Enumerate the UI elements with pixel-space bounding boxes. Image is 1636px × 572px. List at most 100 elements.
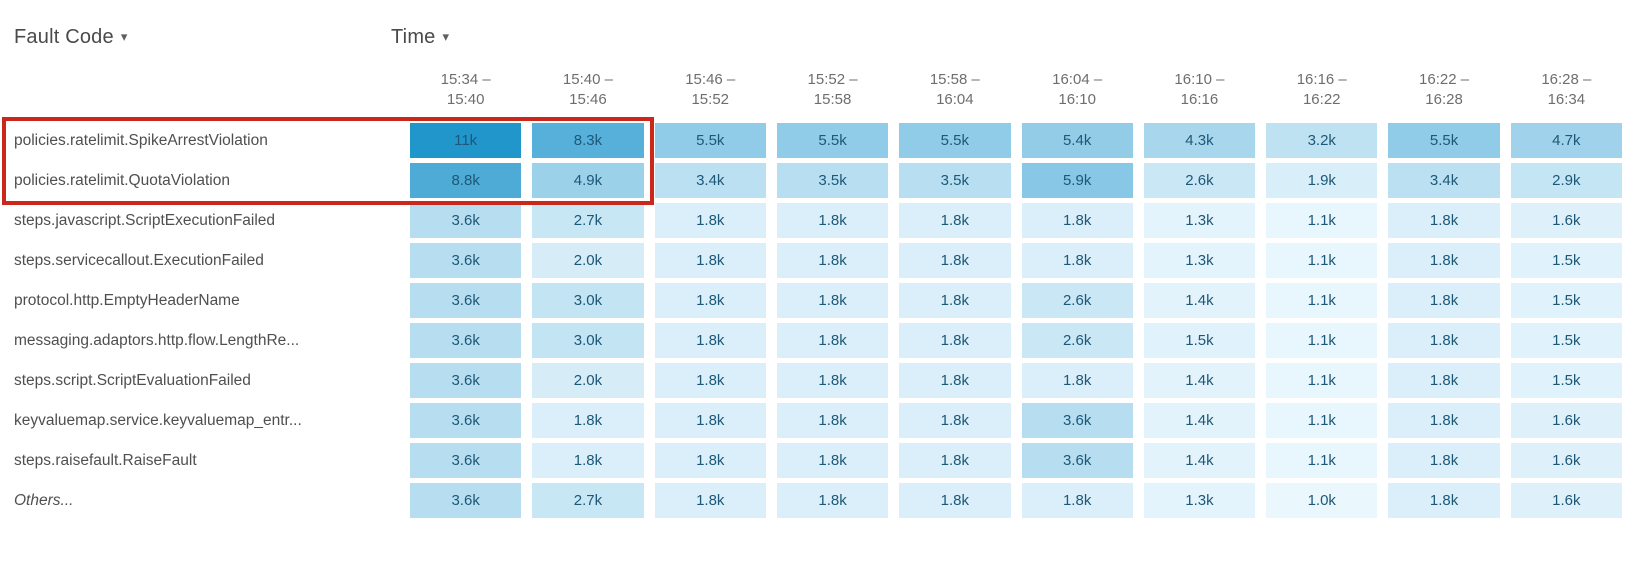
heatmap-cell[interactable]: 1.5k [1510, 323, 1622, 358]
heatmap-cell[interactable]: 1.8k [654, 363, 766, 398]
heatmap-cell[interactable]: 1.8k [1021, 203, 1133, 238]
heatmap-cell[interactable]: 5.5k [654, 123, 766, 158]
heatmap-cell[interactable]: 5.9k [1021, 163, 1133, 198]
heatmap-cell[interactable]: 8.3k [532, 123, 644, 158]
heatmap-cell[interactable]: 1.1k [1266, 363, 1378, 398]
heatmap-cell[interactable]: 1.5k [1510, 283, 1622, 318]
heatmap-cell[interactable]: 3.6k [410, 363, 522, 398]
heatmap-cell[interactable]: 3.4k [1388, 163, 1500, 198]
heatmap-cell[interactable]: 1.8k [899, 283, 1011, 318]
heatmap-cell[interactable]: 1.8k [1388, 203, 1500, 238]
heatmap-cell[interactable]: 2.7k [532, 483, 644, 518]
heatmap-cell[interactable]: 1.8k [1388, 243, 1500, 278]
heatmap-cell[interactable]: 1.3k [1143, 483, 1256, 518]
heatmap-cell[interactable]: 1.8k [776, 363, 889, 398]
heatmap-cell[interactable]: 2.6k [1021, 323, 1133, 358]
heatmap-cell[interactable]: 3.6k [410, 403, 522, 438]
heatmap-cell[interactable]: 3.5k [899, 163, 1011, 198]
heatmap-cell[interactable]: 1.8k [1388, 483, 1500, 518]
heatmap-cell[interactable]: 1.4k [1143, 443, 1256, 478]
heatmap-cell[interactable]: 1.1k [1266, 243, 1378, 278]
heatmap-cell[interactable]: 3.6k [410, 243, 522, 278]
heatmap-cell[interactable]: 1.8k [899, 243, 1011, 278]
heatmap-cell[interactable]: 1.8k [776, 403, 889, 438]
heatmap-cell[interactable]: 4.9k [532, 163, 644, 198]
heatmap-cell[interactable]: 1.1k [1266, 203, 1378, 238]
heatmap-cell[interactable]: 1.8k [899, 443, 1011, 478]
heatmap-cell[interactable]: 3.6k [410, 283, 522, 318]
heatmap-cell[interactable]: 1.1k [1266, 323, 1378, 358]
heatmap-cell[interactable]: 1.8k [654, 443, 766, 478]
heatmap-cell[interactable]: 1.8k [654, 403, 766, 438]
heatmap-cell[interactable]: 1.4k [1143, 403, 1256, 438]
heatmap-cell[interactable]: 1.8k [776, 443, 889, 478]
heatmap-cell[interactable]: 1.6k [1510, 483, 1622, 518]
heatmap-cell[interactable]: 1.1k [1266, 283, 1378, 318]
heatmap-cell[interactable]: 1.8k [899, 363, 1011, 398]
heatmap-cell[interactable]: 1.1k [1266, 403, 1378, 438]
heatmap-cell[interactable]: 1.8k [776, 203, 889, 238]
heatmap-cell[interactable]: 1.5k [1143, 323, 1256, 358]
heatmap-cell[interactable]: 5.5k [776, 123, 889, 158]
heatmap-cell[interactable]: 1.8k [776, 323, 889, 358]
heatmap-cell[interactable]: 1.8k [654, 283, 766, 318]
heatmap-cell[interactable]: 5.5k [899, 123, 1011, 158]
heatmap-cell[interactable]: 2.0k [532, 363, 644, 398]
heatmap-cell[interactable]: 1.1k [1266, 443, 1378, 478]
heatmap-cell[interactable]: 1.8k [776, 243, 889, 278]
heatmap-cell[interactable]: 3.5k [776, 163, 889, 198]
heatmap-cell[interactable]: 1.8k [1021, 363, 1133, 398]
heatmap-cell[interactable]: 11k [410, 123, 522, 158]
heatmap-cell[interactable]: 3.2k [1266, 123, 1378, 158]
heatmap-cell[interactable]: 1.8k [1021, 483, 1133, 518]
heatmap-cell[interactable]: 3.6k [410, 203, 522, 238]
heatmap-cell[interactable]: 1.8k [1388, 323, 1500, 358]
heatmap-cell[interactable]: 3.0k [532, 323, 644, 358]
heatmap-cell[interactable]: 1.8k [899, 403, 1011, 438]
heatmap-cell[interactable]: 1.6k [1510, 403, 1622, 438]
heatmap-cell[interactable]: 5.5k [1388, 123, 1500, 158]
heatmap-cell[interactable]: 1.8k [654, 323, 766, 358]
heatmap-cell[interactable]: 1.8k [654, 483, 766, 518]
heatmap-cell[interactable]: 1.3k [1143, 243, 1256, 278]
heatmap-cell[interactable]: 1.4k [1143, 363, 1256, 398]
heatmap-cell[interactable]: 1.8k [776, 483, 889, 518]
heatmap-cell[interactable]: 2.0k [532, 243, 644, 278]
heatmap-cell[interactable]: 3.6k [1021, 403, 1133, 438]
heatmap-cell[interactable]: 1.9k [1266, 163, 1378, 198]
fault-code-dropdown[interactable]: Fault Code ▾ [14, 26, 128, 49]
heatmap-cell[interactable]: 2.6k [1021, 283, 1133, 318]
heatmap-cell[interactable]: 1.8k [654, 243, 766, 278]
heatmap-cell[interactable]: 1.8k [1388, 283, 1500, 318]
time-dropdown[interactable]: Time ▾ [391, 26, 449, 49]
heatmap-cell[interactable]: 1.8k [532, 403, 644, 438]
heatmap-cell[interactable]: 1.8k [1388, 443, 1500, 478]
heatmap-cell[interactable]: 1.5k [1510, 243, 1622, 278]
heatmap-cell[interactable]: 1.4k [1143, 283, 1256, 318]
heatmap-cell[interactable]: 1.8k [1388, 363, 1500, 398]
heatmap-cell[interactable]: 1.8k [654, 203, 766, 238]
heatmap-cell[interactable]: 3.6k [410, 443, 522, 478]
heatmap-cell[interactable]: 3.4k [654, 163, 766, 198]
heatmap-cell[interactable]: 1.8k [776, 283, 889, 318]
heatmap-cell[interactable]: 1.8k [899, 483, 1011, 518]
heatmap-cell[interactable]: 1.8k [532, 443, 644, 478]
heatmap-cell[interactable]: 2.9k [1510, 163, 1622, 198]
heatmap-cell[interactable]: 1.3k [1143, 203, 1256, 238]
heatmap-cell[interactable]: 1.5k [1510, 363, 1622, 398]
heatmap-cell[interactable]: 3.6k [410, 323, 522, 358]
heatmap-cell[interactable]: 1.8k [899, 203, 1011, 238]
heatmap-cell[interactable]: 2.7k [532, 203, 644, 238]
heatmap-cell[interactable]: 1.6k [1510, 203, 1622, 238]
heatmap-cell[interactable]: 4.3k [1143, 123, 1256, 158]
heatmap-cell[interactable]: 1.6k [1510, 443, 1622, 478]
heatmap-cell[interactable]: 2.6k [1143, 163, 1256, 198]
heatmap-cell[interactable]: 1.8k [899, 323, 1011, 358]
heatmap-cell[interactable]: 8.8k [410, 163, 522, 198]
heatmap-cell[interactable]: 1.0k [1266, 483, 1378, 518]
heatmap-cell[interactable]: 4.7k [1510, 123, 1622, 158]
heatmap-cell[interactable]: 1.8k [1388, 403, 1500, 438]
heatmap-cell[interactable]: 3.6k [1021, 443, 1133, 478]
heatmap-cell[interactable]: 3.6k [410, 483, 522, 518]
heatmap-cell[interactable]: 1.8k [1021, 243, 1133, 278]
